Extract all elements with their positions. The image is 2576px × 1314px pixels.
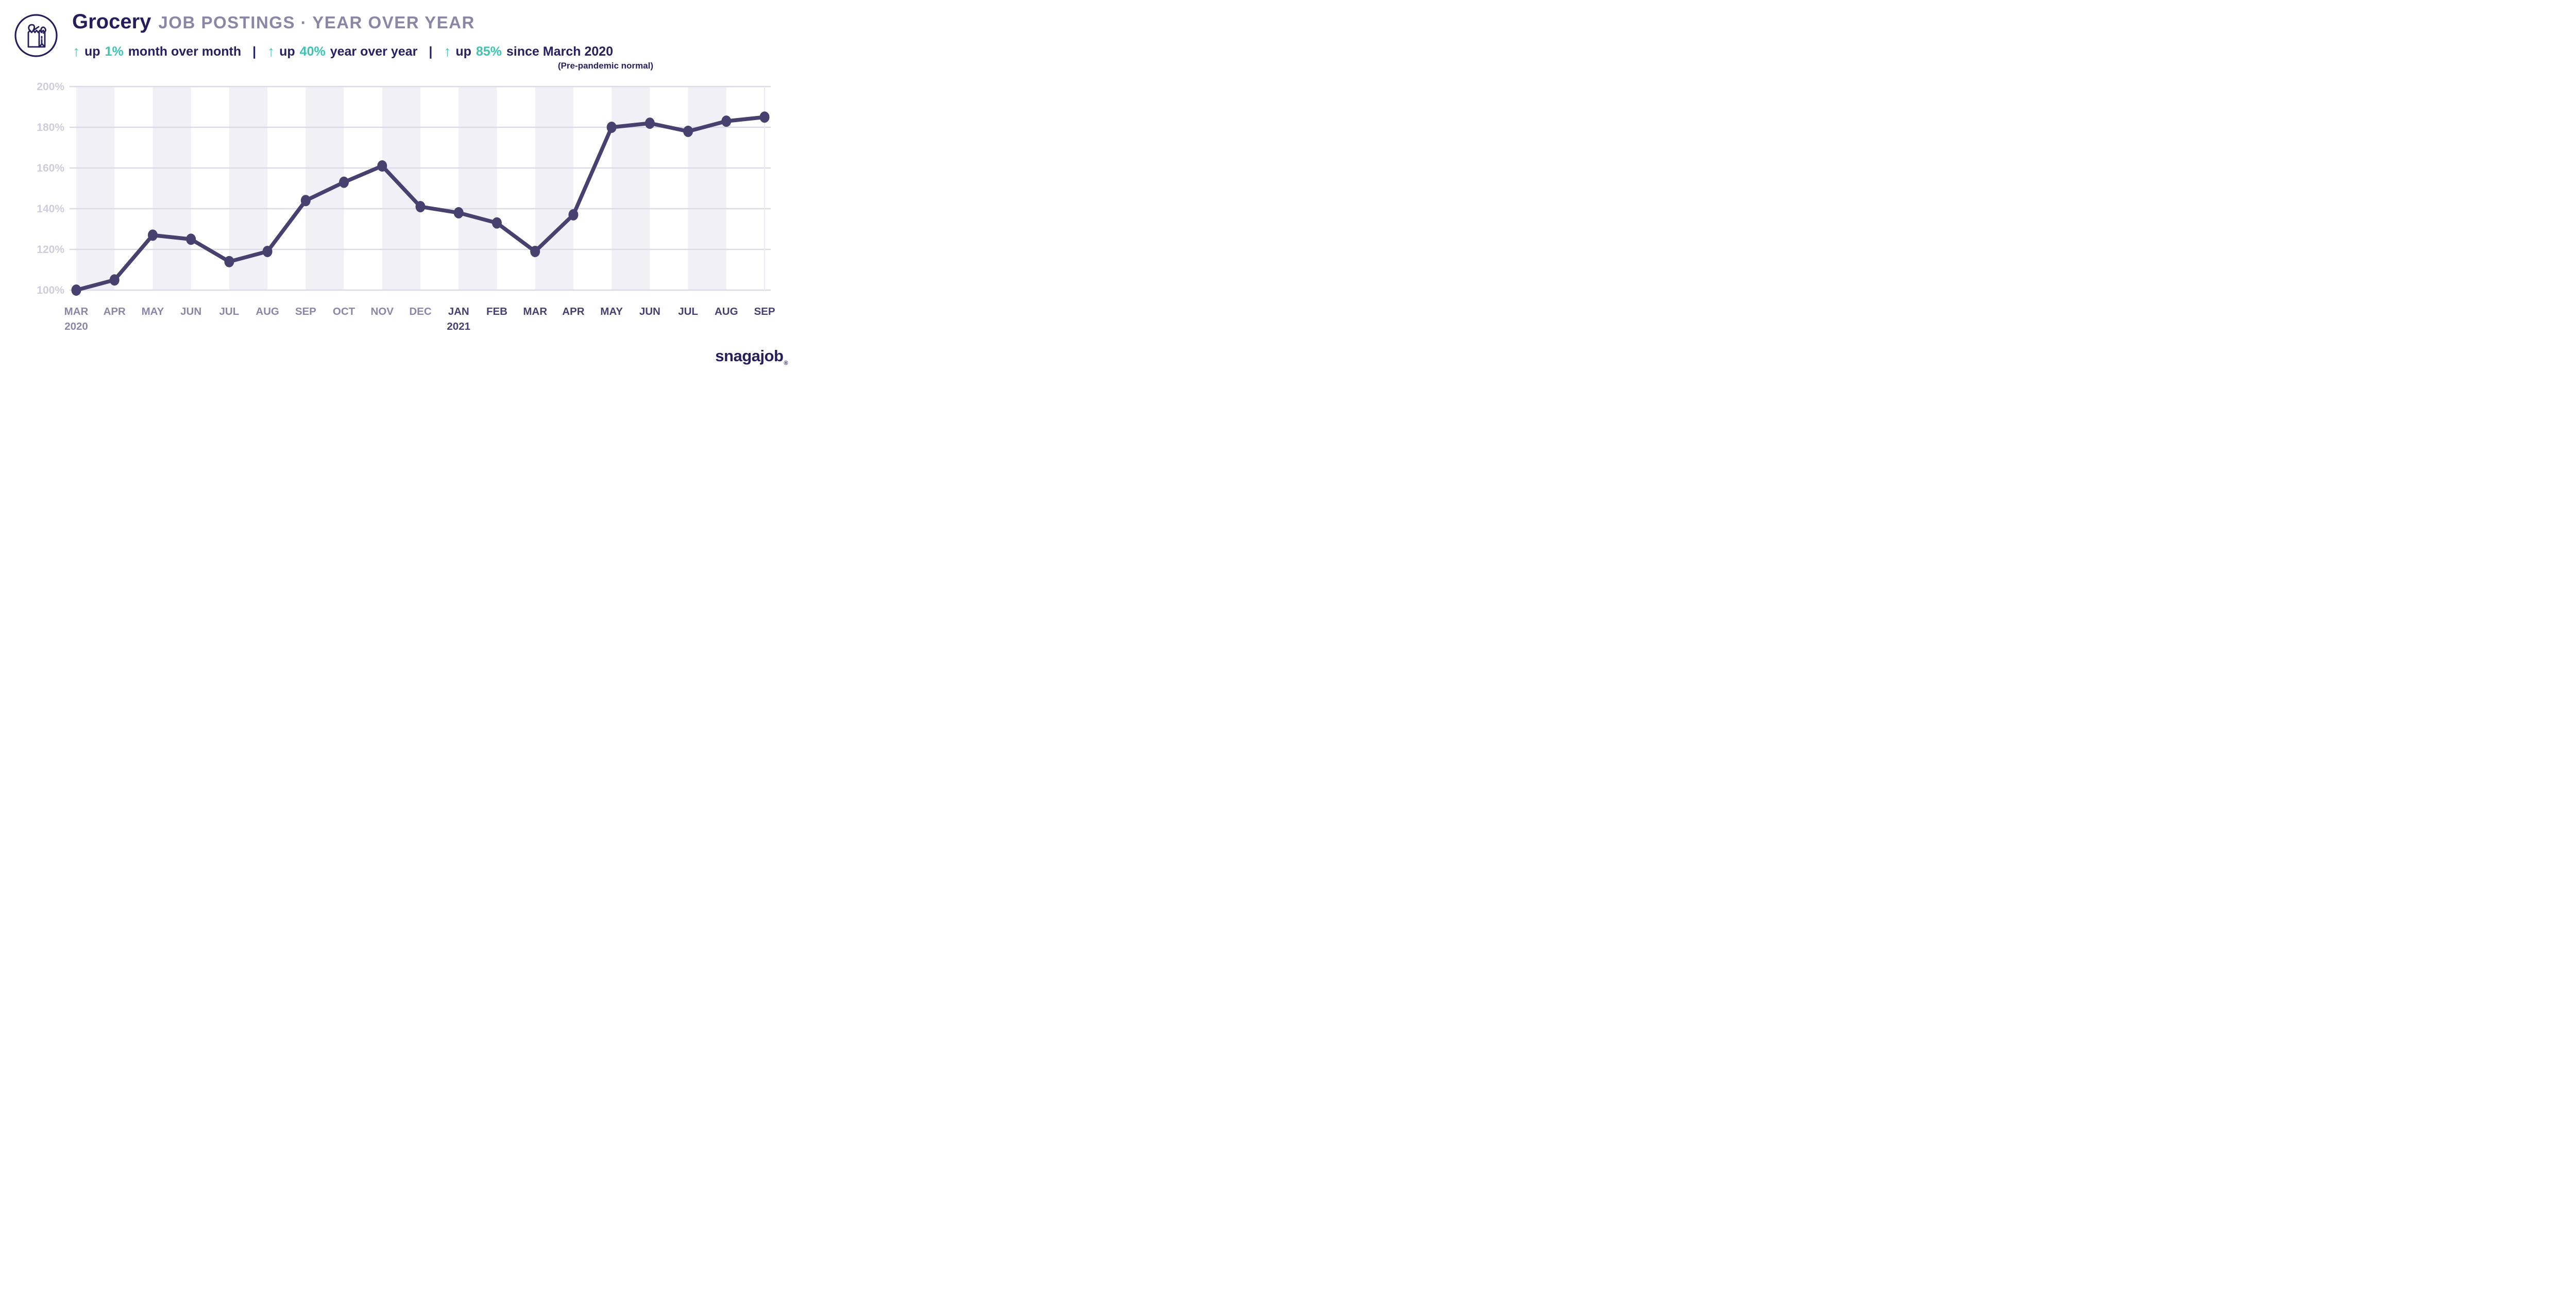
x-tick-label: FEB bbox=[486, 306, 507, 317]
page-subtitle: JOB POSTINGS · YEAR OVER YEAR bbox=[158, 13, 475, 32]
x-tick-label: JUL bbox=[678, 306, 698, 317]
stat-suffix: month over month bbox=[128, 44, 242, 59]
data-point bbox=[530, 245, 540, 257]
x-tick-label: SEP bbox=[295, 306, 316, 317]
x-tick-label: SEP bbox=[754, 306, 775, 317]
y-tick-label: 200% bbox=[37, 81, 64, 93]
stats-row: ↑ up 1% month over month | ↑ up 40% year over ye… bbox=[73, 44, 613, 59]
data-point bbox=[339, 176, 349, 188]
data-point bbox=[262, 245, 273, 257]
data-point bbox=[224, 256, 234, 267]
data-point bbox=[147, 229, 158, 241]
stripe-band bbox=[306, 87, 344, 290]
y-tick-label: 100% bbox=[37, 284, 64, 296]
data-point bbox=[492, 217, 502, 229]
x-tick-label: JUN bbox=[180, 306, 201, 317]
data-point bbox=[415, 201, 426, 213]
registered-mark-icon: ® bbox=[784, 360, 788, 366]
y-tick-label: 160% bbox=[37, 162, 64, 174]
stat-separator: | bbox=[252, 44, 257, 59]
stat-item: ↑ up 1% month over month bbox=[73, 44, 241, 59]
grocery-badge bbox=[13, 13, 59, 58]
data-point bbox=[186, 233, 196, 245]
x-tick-label: AUG bbox=[715, 306, 738, 317]
x-tick-label: APR bbox=[562, 306, 584, 317]
x-tick-label: OCT bbox=[333, 306, 355, 317]
x-tick-label: MAY bbox=[142, 306, 164, 317]
x-tick-label: AUG bbox=[256, 306, 279, 317]
stripe-band bbox=[612, 87, 650, 290]
data-point bbox=[606, 122, 617, 133]
up-arrow-icon: ↑ bbox=[267, 43, 275, 59]
data-point bbox=[300, 195, 311, 207]
data-point bbox=[645, 117, 655, 129]
pre-pandemic-note: (Pre-pandemic normal) bbox=[557, 61, 653, 71]
x-tick-label: JAN bbox=[448, 306, 469, 317]
y-tick-label: 180% bbox=[37, 122, 64, 133]
stat-prefix: up bbox=[455, 44, 471, 59]
data-point bbox=[453, 207, 464, 218]
data-point bbox=[377, 160, 387, 172]
data-point bbox=[683, 125, 693, 137]
page-title: Grocery bbox=[72, 10, 151, 33]
x-tick-label: MAR bbox=[523, 306, 547, 317]
stat-value: 85% bbox=[476, 44, 502, 59]
y-tick-label: 140% bbox=[37, 203, 64, 215]
x-tick-label: APR bbox=[104, 306, 126, 317]
stat-value: 40% bbox=[299, 44, 326, 59]
snagajob-logo: snagajob® bbox=[715, 347, 788, 366]
stripe-band bbox=[459, 87, 497, 290]
up-arrow-icon: ↑ bbox=[444, 43, 451, 59]
stat-separator: | bbox=[429, 44, 433, 59]
stat-prefix: up bbox=[84, 44, 100, 59]
x-tick-label: JUN bbox=[639, 306, 660, 317]
data-point bbox=[568, 209, 579, 221]
header: Grocery JOB POSTINGS · YEAR OVER YEAR bbox=[72, 10, 475, 33]
stripe-band bbox=[152, 87, 191, 290]
stat-item: ↑ up 40% year over year bbox=[267, 44, 417, 59]
grocery-bag-icon bbox=[14, 14, 58, 57]
x-tick-label: NOV bbox=[371, 306, 394, 317]
stripe-band bbox=[688, 87, 726, 290]
y-tick-label: 120% bbox=[37, 244, 64, 256]
infographic-card: Grocery JOB POSTINGS · YEAR OVER YEAR ↑ u… bbox=[0, 0, 808, 377]
x-tick-label: DEC bbox=[409, 306, 431, 317]
stat-item: ↑ up 85% since March 2020 bbox=[444, 44, 613, 59]
x-axis-year-label: 2021 bbox=[447, 321, 470, 332]
stripe-band bbox=[535, 87, 573, 290]
logo-text: snagajob bbox=[715, 347, 784, 365]
stat-prefix: up bbox=[279, 44, 295, 59]
line-chart: 100% 120% 140% 160% 180% 200% MAR APR MAY JUN JUL A… bbox=[37, 81, 775, 332]
up-arrow-icon: ↑ bbox=[73, 43, 80, 59]
x-tick-label: MAY bbox=[600, 306, 623, 317]
stat-suffix: year over year bbox=[330, 44, 418, 59]
x-tick-label: JUL bbox=[219, 306, 240, 317]
data-point bbox=[71, 284, 81, 296]
data-point bbox=[759, 111, 770, 123]
x-tick-label: MAR bbox=[64, 306, 89, 317]
data-point bbox=[109, 274, 120, 286]
stat-suffix: since March 2020 bbox=[506, 44, 613, 59]
stat-value: 1% bbox=[105, 44, 124, 59]
x-axis-year-label: 2020 bbox=[64, 321, 88, 332]
stripe-band bbox=[76, 87, 115, 290]
data-point bbox=[721, 115, 732, 127]
